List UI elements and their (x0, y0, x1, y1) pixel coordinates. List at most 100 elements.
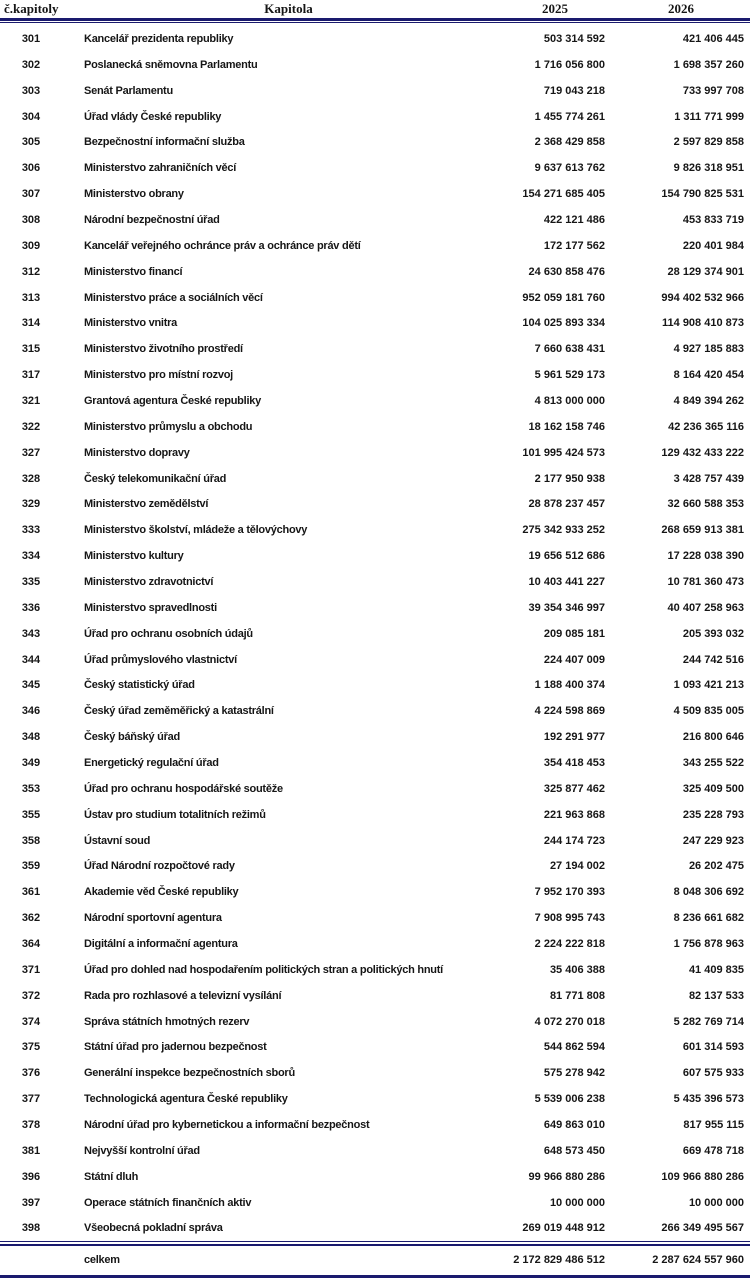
chapter-number-cell: 307 (21, 188, 41, 201)
chapter-number-cell: 362 (21, 912, 41, 925)
chapter-number-cell: 328 (21, 472, 41, 485)
value-2026-cell: 1 698 357 260 (673, 58, 744, 71)
chapter-number-cell: 381 (21, 1144, 41, 1157)
chapter-name-cell: Poslanecká sněmovna Parlamentu (84, 58, 258, 71)
value-2026-cell: 10 000 000 (688, 1196, 744, 1209)
table-row: 345 Český statistický úřad 1 188 400 374… (0, 672, 750, 698)
value-2026-cell: 109 966 880 286 (661, 1170, 744, 1183)
chapter-name-cell: Ministerstvo financí (84, 265, 183, 278)
header-chapter-number: č.kapitoly (4, 1, 59, 16)
table-row: 312 Ministerstvo financí 24 630 858 476 … (0, 259, 750, 285)
value-2025-cell: 224 407 009 (543, 653, 605, 666)
chapter-number-cell: 355 (21, 808, 41, 821)
value-2025-cell: 7 908 995 743 (534, 912, 605, 925)
table-row: 362 Národní sportovní agentura 7 908 995… (0, 905, 750, 931)
value-2025-cell: 649 863 010 (543, 1119, 605, 1132)
value-2026-cell: 5 282 769 714 (673, 1015, 744, 1028)
table-row: 378 Národní úřad pro kybernetickou a inf… (0, 1112, 750, 1138)
table-row: 317 Ministerstvo pro místní rozvoj 5 961… (0, 362, 750, 388)
chapter-number-cell: 378 (21, 1119, 41, 1132)
total-value-2025: 2 172 829 486 512 (513, 1254, 605, 1267)
chapter-name-cell: Kancelář prezidenta republiky (84, 32, 234, 45)
value-2025-cell: 104 025 893 334 (522, 317, 605, 330)
value-2025-cell: 28 878 237 457 (528, 498, 605, 511)
chapter-name-cell: Digitální a informační agentura (84, 938, 238, 950)
value-2025-cell: 354 418 453 (543, 756, 605, 769)
total-value-2026: 2 287 624 557 960 (652, 1254, 744, 1267)
chapter-number-cell: 327 (21, 446, 41, 459)
chapter-name-cell: Kancelář veřejného ochránce práv a ochrá… (84, 239, 361, 252)
value-2026-cell: 247 229 923 (682, 834, 744, 847)
chapter-number-cell: 313 (21, 291, 41, 304)
value-2026-cell: 3 428 757 439 (673, 472, 744, 485)
chapter-number-cell: 344 (21, 653, 41, 666)
chapter-number-cell: 377 (21, 1093, 41, 1106)
chapter-number-cell: 336 (21, 601, 41, 614)
table-row: 328 Český telekomunikační úřad 2 177 950… (0, 466, 750, 492)
table-row: 306 Ministerstvo zahraničních věcí 9 637… (0, 155, 750, 181)
table-row: 309 Kancelář veřejného ochránce práv a o… (0, 233, 750, 259)
value-2025-cell: 422 121 486 (543, 213, 605, 226)
table-row: 364 Digitální a informační agentura 2 22… (0, 931, 750, 957)
value-2025-cell: 5 539 006 238 (534, 1093, 605, 1106)
chapter-number-cell: 375 (21, 1041, 41, 1054)
chapter-number-cell: 397 (21, 1196, 41, 1209)
table-row: 375 Státní úřad pro jadernou bezpečnost … (0, 1035, 750, 1061)
value-2026-cell: 994 402 532 966 (661, 291, 744, 304)
chapter-number-cell: 315 (21, 343, 41, 356)
value-2025-cell: 4 072 270 018 (534, 1015, 605, 1028)
table-row: 376 Generální inspekce bezpečnostních sb… (0, 1060, 750, 1086)
value-2025-cell: 24 630 858 476 (528, 265, 605, 278)
value-2025-cell: 7 660 638 431 (534, 343, 605, 356)
chapter-name-cell: Úřad pro ochranu hospodářské soutěže (84, 782, 283, 795)
value-2025-cell: 503 314 592 (543, 32, 605, 45)
header-year-2026: 2026 (668, 1, 694, 16)
value-2026-cell: 8 048 306 692 (673, 886, 744, 899)
chapter-number-cell: 371 (21, 963, 41, 976)
value-2026-cell: 9 826 318 951 (673, 162, 744, 175)
value-2025-cell: 2 224 222 818 (534, 938, 605, 950)
chapter-number-cell: 372 (21, 989, 41, 1002)
table-row: 321 Grantová agentura České republiky 4 … (0, 388, 750, 414)
chapter-number-cell: 314 (21, 317, 41, 330)
table-row: 336 Ministerstvo spravedlnosti 39 354 34… (0, 595, 750, 621)
table-row: 333 Ministerstvo školství, mládeže a těl… (0, 517, 750, 543)
value-2025-cell: 1 716 056 800 (534, 58, 605, 71)
table-row: 361 Akademie věd České republiky 7 952 1… (0, 879, 750, 905)
chapter-number-cell: 306 (21, 162, 41, 175)
chapter-number-cell: 361 (21, 886, 41, 899)
table-row: 335 Ministerstvo zdravotnictví 10 403 44… (0, 569, 750, 595)
value-2026-cell: 205 393 032 (682, 627, 744, 640)
table-row: 308 Národní bezpečnostní úřad 422 121 48… (0, 207, 750, 233)
chapter-name-cell: Ústavní soud (84, 834, 151, 847)
chapter-number-cell: 321 (21, 394, 41, 407)
chapter-name-cell: Národní bezpečnostní úřad (84, 213, 220, 226)
value-2026-cell: 40 407 258 963 (667, 601, 744, 614)
value-2025-cell: 2 177 950 938 (534, 472, 605, 485)
header-double-rule (0, 18, 750, 23)
value-2026-cell: 669 478 718 (682, 1144, 744, 1157)
value-2025-cell: 325 877 462 (543, 782, 605, 795)
chapter-number-cell: 346 (21, 705, 41, 718)
header-year-2025: 2025 (542, 1, 568, 16)
value-2026-cell: 268 659 913 381 (661, 524, 744, 537)
table-row: 327 Ministerstvo dopravy 101 995 424 573… (0, 440, 750, 466)
value-2026-cell: 10 781 360 473 (667, 575, 744, 588)
value-2025-cell: 19 656 512 686 (528, 550, 605, 563)
chapter-number-cell: 301 (21, 32, 41, 45)
value-2026-cell: 32 660 588 353 (667, 498, 744, 511)
table-row: 355 Ústav pro studium totalitních režimů… (0, 802, 750, 828)
value-2025-cell: 4 224 598 869 (534, 705, 605, 718)
chapter-name-cell: Národní sportovní agentura (84, 912, 222, 925)
table-row: 307 Ministerstvo obrany 154 271 685 405 … (0, 181, 750, 207)
value-2025-cell: 648 573 450 (543, 1144, 605, 1157)
chapter-name-cell: Český statistický úřad (84, 679, 195, 692)
chapter-name-cell: Státní dluh (84, 1170, 139, 1183)
chapter-number-cell: 303 (21, 84, 41, 97)
chapter-name-cell: Generální inspekce bezpečnostních sborů (84, 1067, 295, 1080)
value-2026-cell: 216 800 646 (682, 731, 744, 744)
chapter-name-cell: Ministerstvo vnitra (84, 317, 178, 330)
value-2025-cell: 244 174 723 (543, 834, 605, 847)
chapter-number-cell: 359 (21, 860, 41, 873)
